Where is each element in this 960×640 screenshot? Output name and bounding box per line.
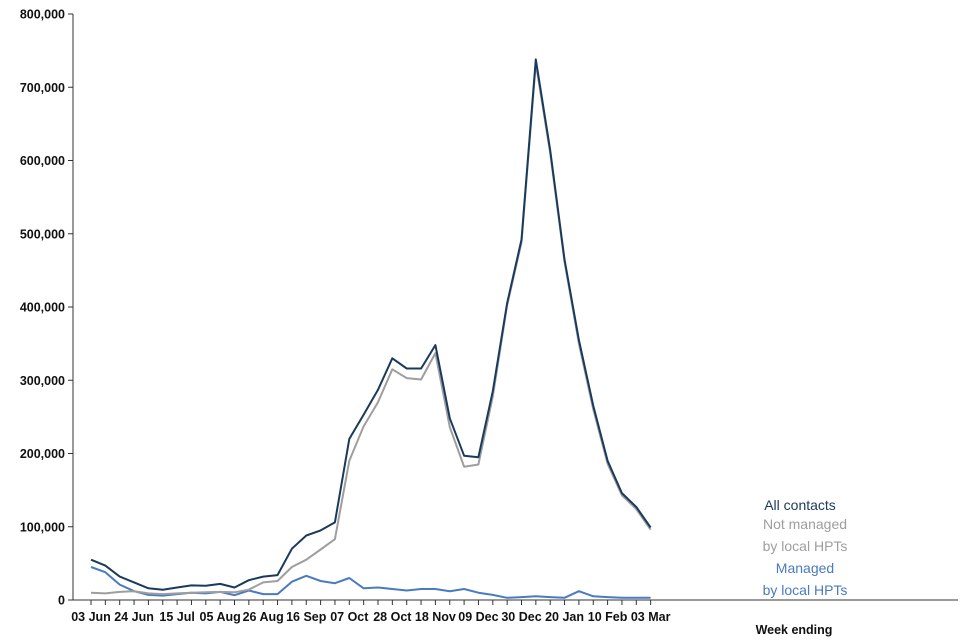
series-lines xyxy=(90,58,652,599)
x-tick-label: 28 Oct xyxy=(373,610,412,624)
y-tick-label: 500,000 xyxy=(20,227,65,241)
series-label-line: by local HPTs xyxy=(763,538,848,554)
x-axis-ticks: 03 Jun 24 Jun 15 Jul 05 Aug 26 Aug 16 Sep 07 O… xyxy=(71,600,671,624)
y-tick-label: 0 xyxy=(58,594,65,608)
y-tick-label: 800,000 xyxy=(20,8,65,22)
y-tick-label: 400,000 xyxy=(20,301,65,315)
x-tick-label: 03 Jun xyxy=(71,610,111,624)
y-axis-ticks: 0 100,000 200,000 300,000 400,000 500,000 600,… xyxy=(20,8,73,608)
series-label-2: Managed by local HPTs xyxy=(763,560,848,598)
x-tick-label: 16 Sep xyxy=(286,610,327,624)
x-tick-label: 26 Aug xyxy=(243,610,284,624)
x-tick-label: 03 Mar xyxy=(631,610,671,624)
series-label-line: by local HPTs xyxy=(763,582,848,598)
x-tick-label: 10 Feb xyxy=(588,610,628,624)
x-tick-label: 15 Jul xyxy=(159,610,194,624)
y-tick-label: 700,000 xyxy=(20,81,65,95)
series-line-1 xyxy=(90,62,652,596)
x-tick-label: 30 Dec xyxy=(501,610,541,624)
x-tick-label: 07 Oct xyxy=(330,610,369,624)
series-label-line: Not managed xyxy=(763,516,847,532)
series-label-0: All contacts xyxy=(764,497,836,513)
series-label-line: Managed xyxy=(776,560,834,576)
series-label-1: Not managed by local HPTs xyxy=(763,516,848,554)
x-tick-label: 05 Aug xyxy=(200,610,241,624)
x-axis-title: Week ending xyxy=(756,623,833,637)
x-tick-label: 09 Dec xyxy=(458,610,498,624)
series-line-0 xyxy=(90,58,652,591)
series-label-line: All contacts xyxy=(764,497,836,513)
y-tick-label: 600,000 xyxy=(20,154,65,168)
x-tick-label: 20 Jan xyxy=(545,610,584,624)
y-tick-label: 200,000 xyxy=(20,447,65,461)
x-tick-label: 24 Jun xyxy=(114,610,154,624)
y-tick-label: 300,000 xyxy=(20,374,65,388)
x-tick-label: 18 Nov xyxy=(415,610,456,624)
y-tick-label: 100,000 xyxy=(20,520,65,534)
